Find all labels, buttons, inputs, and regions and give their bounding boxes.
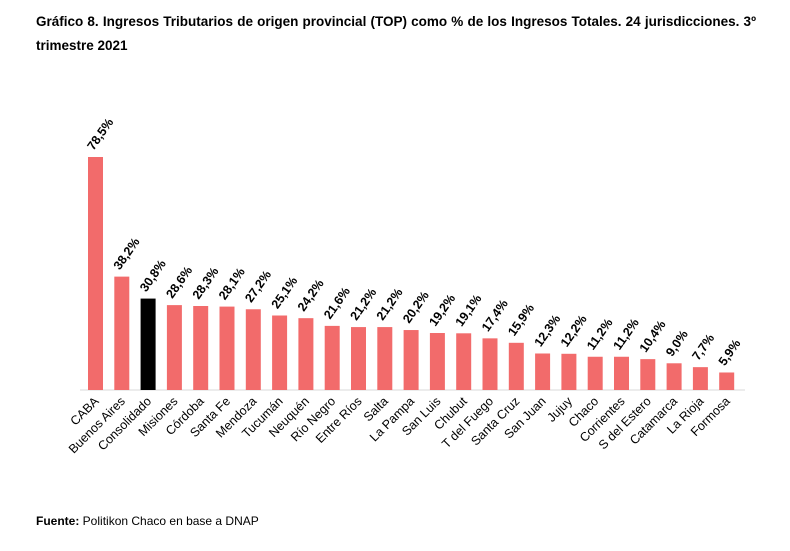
chart-title: Gráfico 8. Ingresos Tributarios de orige… — [36, 14, 756, 53]
bar-río-negro — [324, 325, 340, 390]
bar-la-rioja — [692, 367, 708, 390]
bars-group — [88, 157, 735, 390]
value-label: 12,3% — [532, 312, 564, 349]
bar-la-pampa — [403, 330, 419, 390]
bar-misiones — [166, 305, 182, 390]
value-label: 21,2% — [347, 286, 379, 323]
bar-santa-cruz — [508, 342, 524, 390]
bar-corrientes — [614, 356, 629, 390]
value-label: 78,5% — [84, 116, 116, 153]
bar-chaco — [587, 356, 603, 390]
bar-buenos-aires — [114, 276, 130, 390]
bar-chubut — [456, 333, 472, 390]
bar-san-juan — [535, 353, 551, 390]
source-label: Fuente: — [36, 514, 80, 528]
bar-córdoba — [193, 306, 209, 390]
bar-santa-fe — [219, 306, 235, 390]
value-label: 7,7% — [689, 331, 717, 362]
value-label: 30,8% — [137, 257, 169, 294]
bar-san-luis — [429, 333, 445, 390]
source-text: Politikon Chaco en base a DNAP — [79, 514, 259, 528]
value-label: 9,0% — [663, 328, 691, 359]
bar-mendoza — [245, 309, 261, 390]
bar-caba — [88, 157, 103, 390]
value-label: 5,9% — [716, 337, 744, 368]
bar-t-del-fuego — [482, 338, 498, 390]
bar-neuquén — [298, 318, 314, 390]
bar-tucumán — [272, 315, 288, 390]
value-label: 15,9% — [505, 301, 537, 338]
bar-formosa — [719, 372, 735, 390]
value-label: 28,3% — [190, 265, 222, 302]
bar-salta — [377, 327, 393, 390]
bar-catamarca — [666, 363, 682, 390]
bar-entre-ríos — [351, 327, 366, 390]
bar-jujuy — [561, 353, 577, 390]
value-label: 38,2% — [111, 235, 143, 272]
bar-consolidado — [140, 298, 156, 390]
bar-s-del-estero — [640, 359, 656, 390]
source-note: Fuente: Politikon Chaco en base a DNAP — [36, 514, 259, 528]
